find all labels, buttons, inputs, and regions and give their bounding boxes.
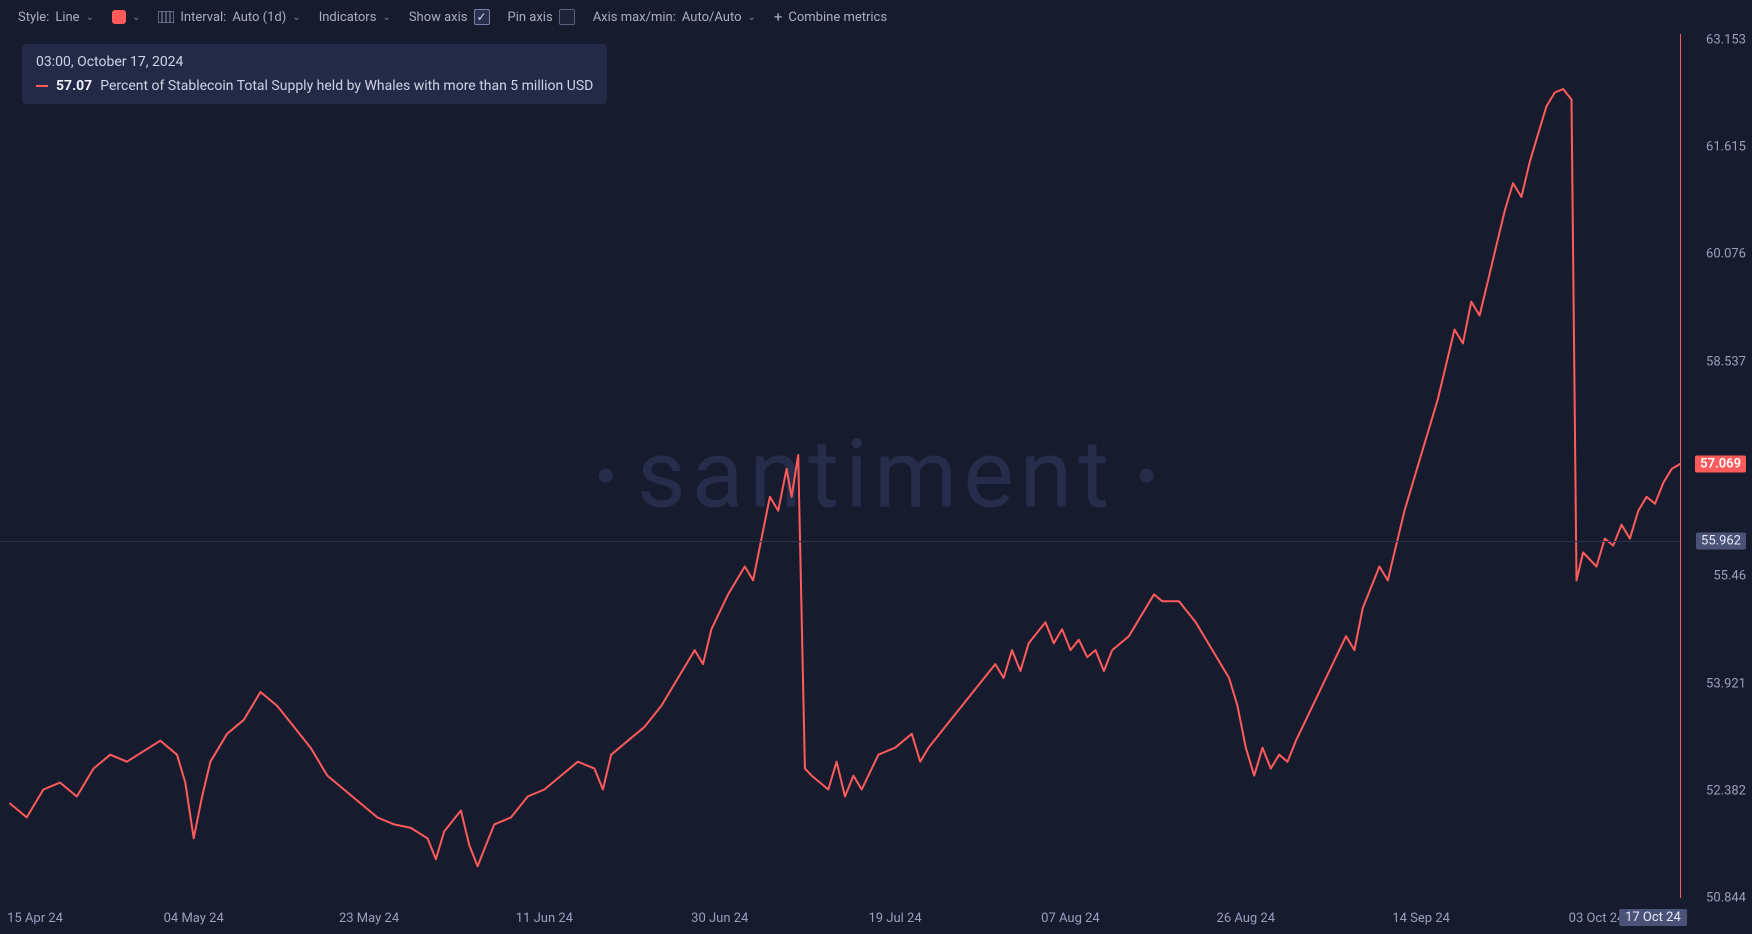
x-axis-tick: 23 May 24 [339, 911, 399, 926]
y-axis-tick: 52.382 [1706, 783, 1746, 798]
y-axis-tick: 55.46 [1713, 569, 1746, 584]
line-chart-svg [0, 34, 1752, 934]
chart-toolbar: Style: Line ⌄ ⌄ Interval: Auto (1d) ⌄ In… [0, 0, 1752, 34]
axis-minmax-selector[interactable]: Axis max/min: Auto/Auto ⌄ [593, 10, 756, 25]
x-axis-tick: 19 Jul 24 [869, 911, 922, 926]
y-axis-tick: 50.844 [1706, 891, 1746, 906]
chevron-down-icon: ⌄ [292, 12, 300, 23]
axis-minmax-value: Auto/Auto [682, 10, 742, 25]
indicators-selector[interactable]: Indicators ⌄ [319, 10, 391, 25]
x-axis-tick: 15 Apr 24 [7, 911, 63, 926]
x-axis-tick: 04 May 24 [164, 911, 224, 926]
pin-axis-label: Pin axis [508, 10, 553, 25]
style-label: Style: [18, 10, 49, 25]
x-axis-tick: 03 Oct 24 [1569, 911, 1625, 926]
axis-minmax-label: Axis max/min: [593, 10, 676, 25]
interval-label: Interval: [180, 10, 226, 25]
series-color-dash [36, 85, 48, 87]
style-value: Line [55, 10, 79, 25]
hover-tooltip: 03:00, October 17, 2024 57.07 Percent of… [22, 44, 607, 104]
combine-metrics-button[interactable]: + Combine metrics [774, 10, 887, 25]
tooltip-datetime: 03:00, October 17, 2024 [36, 54, 593, 70]
pin-axis-toggle[interactable]: Pin axis [508, 9, 575, 25]
interval-value: Auto (1d) [232, 10, 286, 25]
tooltip-value: 57.07 [56, 78, 92, 94]
chart-area[interactable]: santiment 63.15361.61560.07658.53757.069… [0, 34, 1752, 934]
y-axis-tick: 63.153 [1706, 33, 1746, 48]
series-color-picker[interactable]: ⌄ [112, 10, 140, 24]
chevron-down-icon: ⌄ [748, 12, 756, 23]
y-axis-tick: 57.069 [1695, 456, 1746, 473]
x-axis-tick: 11 Jun 24 [516, 911, 573, 926]
x-axis-tick: 26 Aug 24 [1217, 911, 1276, 926]
show-axis-checkbox[interactable] [474, 9, 490, 25]
pin-axis-checkbox[interactable] [559, 9, 575, 25]
y-axis-tick: 53.921 [1706, 676, 1746, 691]
y-axis-tick: 60.076 [1706, 247, 1746, 262]
interval-icon [158, 11, 174, 23]
show-axis-toggle[interactable]: Show axis [409, 9, 490, 25]
x-axis-tick: 07 Aug 24 [1041, 911, 1100, 926]
crosshair-vertical [1680, 34, 1681, 898]
chevron-down-icon: ⌄ [132, 12, 140, 23]
interval-selector[interactable]: Interval: Auto (1d) ⌄ [158, 10, 300, 25]
chevron-down-icon: ⌄ [382, 12, 390, 23]
y-axis-crosshair-value: 55.962 [1696, 533, 1746, 550]
y-axis-tick: 61.615 [1706, 140, 1746, 155]
combine-label: Combine metrics [788, 10, 887, 25]
crosshair-horizontal [0, 541, 1680, 542]
x-axis-tick: 30 Jun 24 [691, 911, 748, 926]
indicators-label: Indicators [319, 10, 377, 25]
x-axis-current: 17 Oct 24 [1619, 909, 1687, 926]
plus-icon: + [774, 10, 783, 25]
chevron-down-icon: ⌄ [86, 12, 94, 23]
tooltip-metric-name: Percent of Stablecoin Total Supply held … [100, 78, 593, 94]
x-axis-tick: 14 Sep 24 [1392, 911, 1450, 926]
color-swatch [112, 10, 126, 24]
show-axis-label: Show axis [409, 10, 468, 25]
y-axis-tick: 58.537 [1706, 354, 1746, 369]
style-selector[interactable]: Style: Line ⌄ [18, 10, 94, 25]
